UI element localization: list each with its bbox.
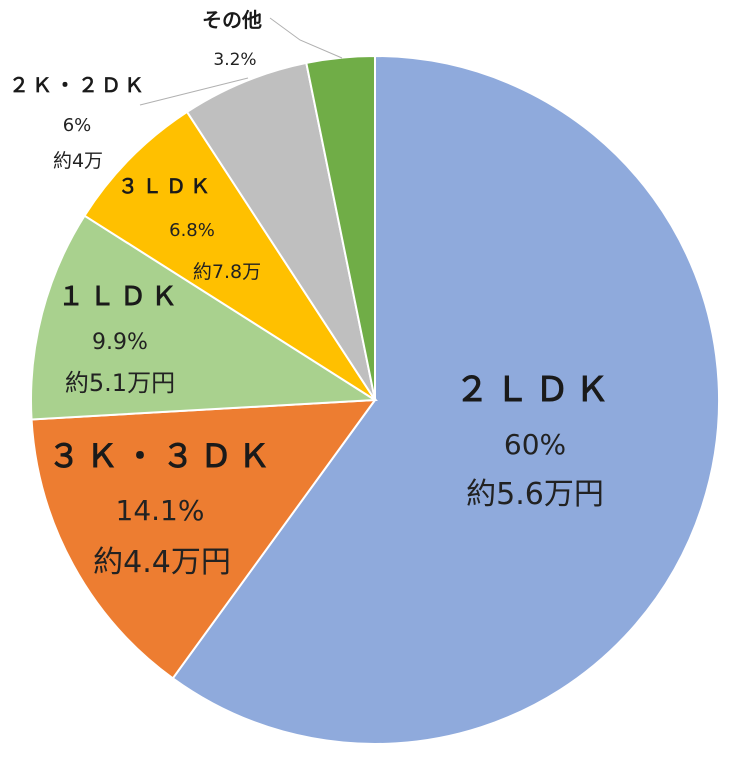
slice-name-3k-3dk: ３Ｋ・３ＤＫ [48,437,276,475]
slice-note-3ldk: 約7.8万 [193,261,261,283]
slice-note-2ldk: 約5.6万円 [466,477,604,512]
leader-lines [139,17,343,106]
pie-slice-2k-2dk [185,61,376,401]
pie-slice-2ldk [171,54,721,745]
slice-percent-other: 3.2% [213,50,256,70]
slice-label-3k-3dk: ３Ｋ・３ＤＫ 14.1% 約4.4万円 [48,437,276,580]
pie-slices [30,54,721,745]
slice-label-3ldk: ３ＬＤＫ 6.8% 約7.8万 [118,174,261,283]
slice-label-2k-2dk: ２Ｋ・２ＤＫ 6% 約4万 [9,73,147,172]
slice-name-2ldk: ２ＬＤＫ [455,370,615,410]
slice-note-2k-2dk: 約4万 [53,150,103,172]
slice-label-other: その他 3.2% [202,8,262,70]
slice-name-1ldk: １ＬＤＫ [58,282,182,312]
slice-note-3k-3dk: 約4.4万円 [93,545,231,580]
slice-percent-2k-2dk: 6% [63,115,92,136]
leader-line-2k-2dk [139,77,249,106]
pie-slice-3k-3dk [30,398,378,680]
slice-name-2k-2dk: ２Ｋ・２ＤＫ [9,73,147,97]
slice-label-2ldk: ２ＬＤＫ 60% 約5.6万円 [455,370,615,512]
slice-percent-3ldk: 6.8% [169,220,215,241]
slice-label-1ldk: １ＬＤＫ 9.9% 約5.1万円 [58,282,182,397]
slice-percent-1ldk: 9.9% [92,330,148,355]
pie-slice-1ldk [30,214,379,421]
slice-note-1ldk: 約5.1万円 [65,369,175,397]
pie-slice-3ldk [83,110,376,401]
slice-percent-2ldk: 60% [504,428,566,461]
leader-line-other [269,17,343,59]
slice-percent-3k-3dk: 14.1% [116,494,205,527]
slice-name-other: その他 [202,8,262,32]
slice-name-3ldk: ３ＬＤＫ [118,174,214,198]
